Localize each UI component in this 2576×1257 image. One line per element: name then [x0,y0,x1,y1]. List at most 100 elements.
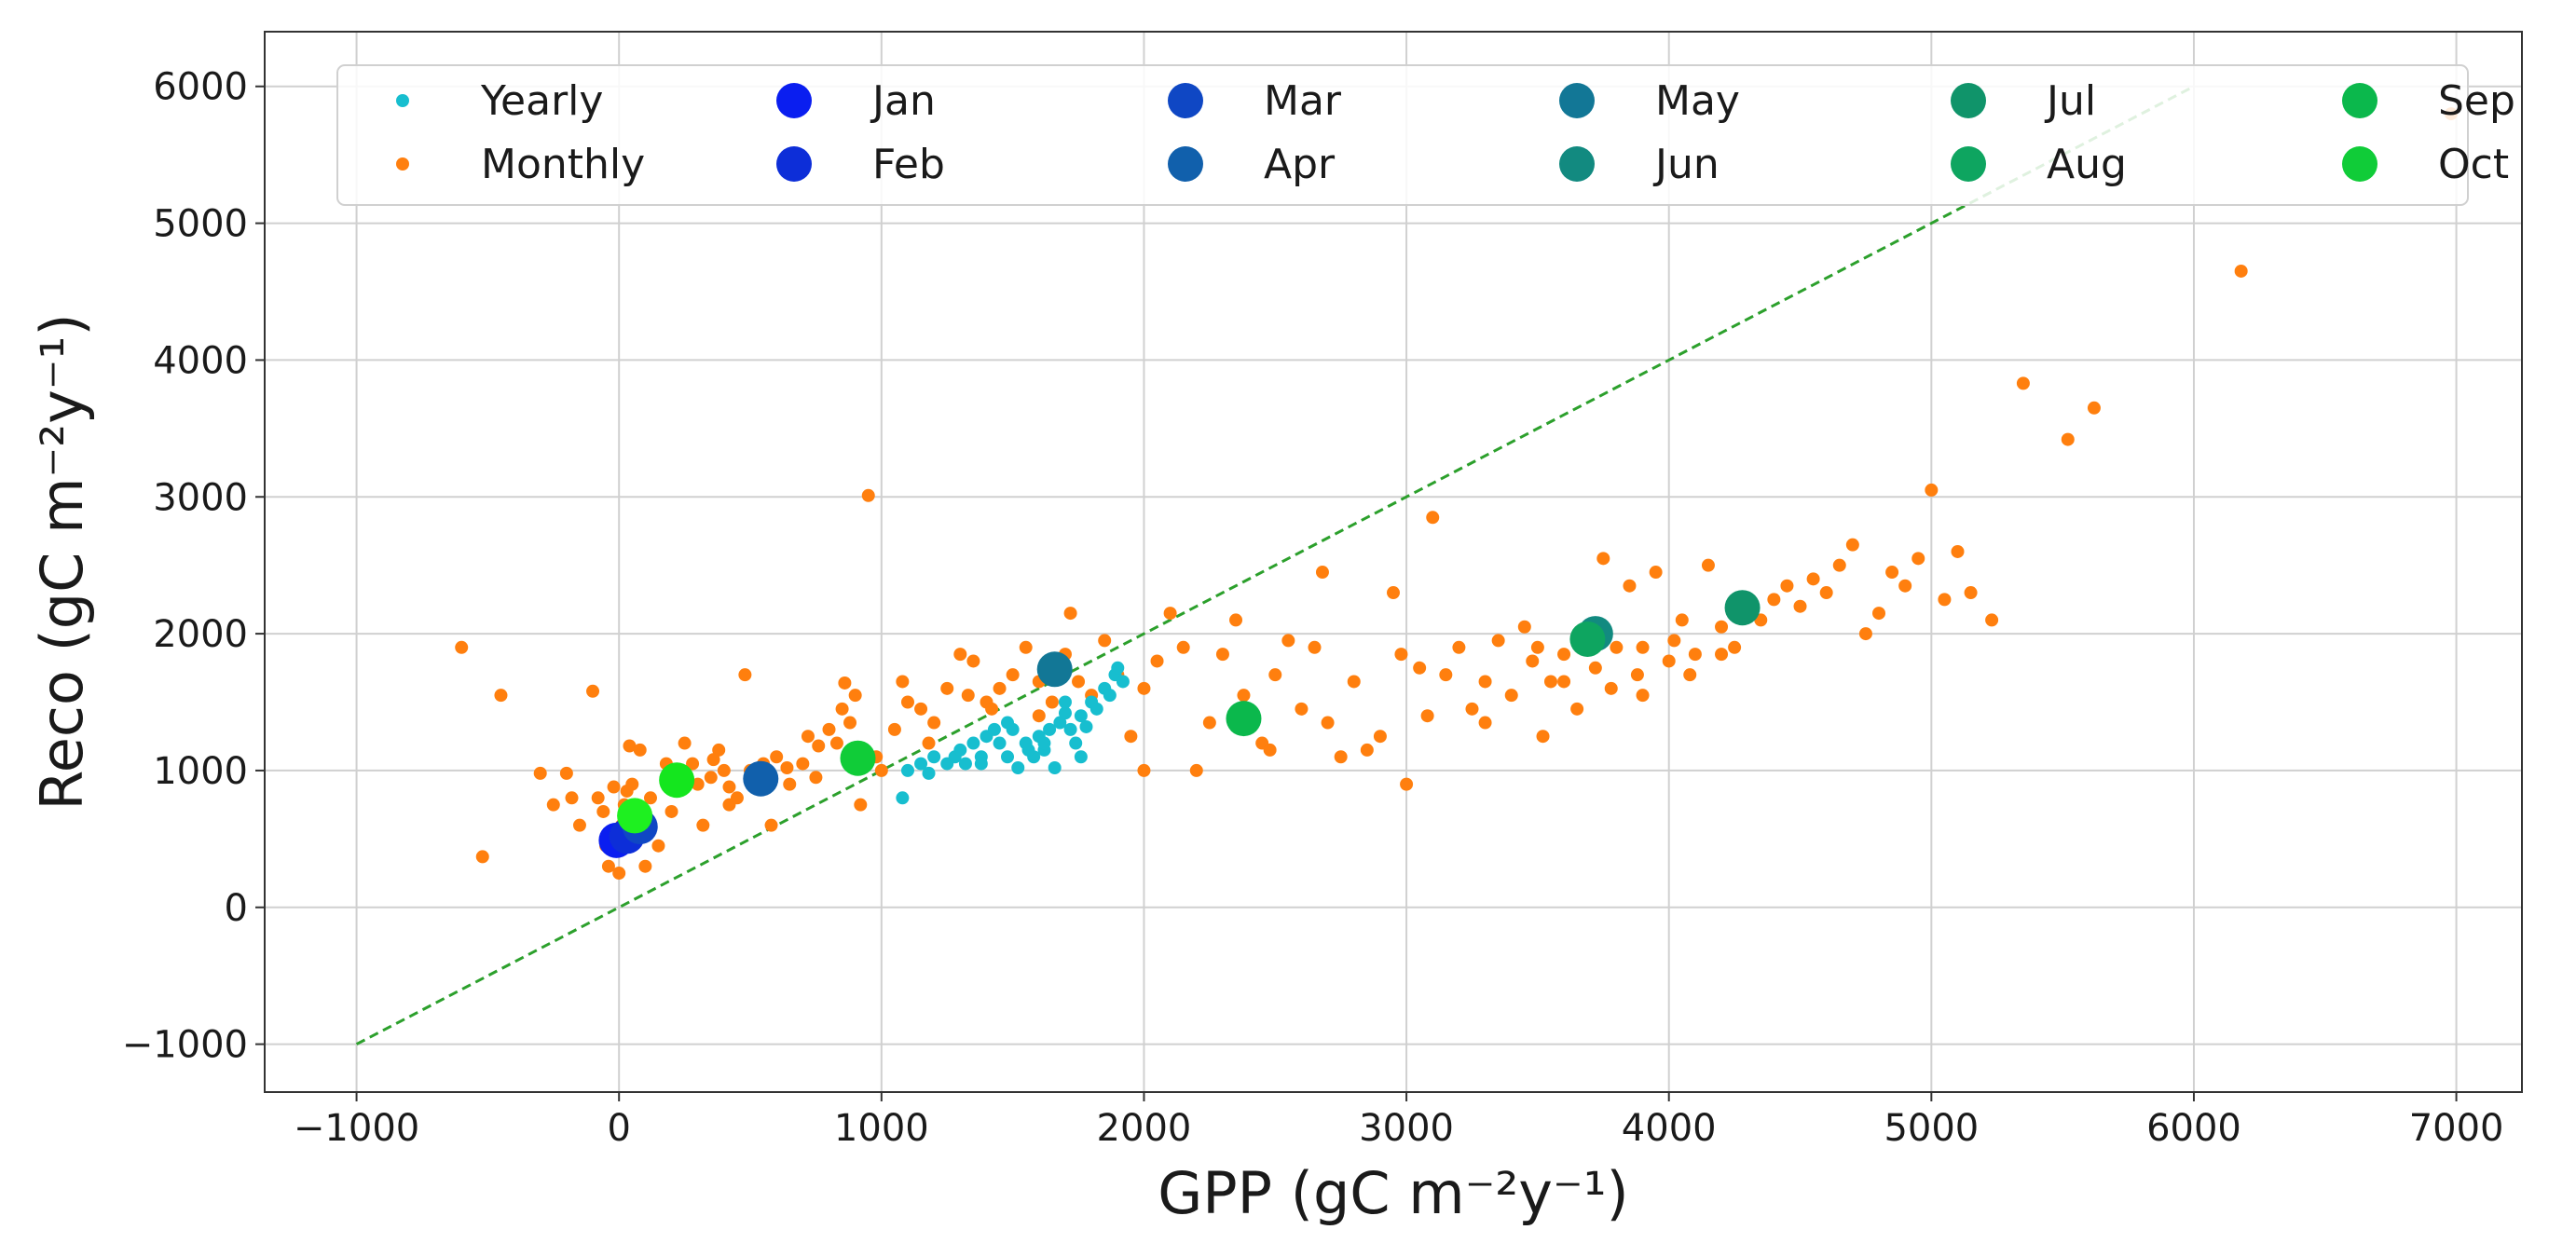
yearly-point [1074,750,1088,764]
monthly-point [1237,689,1251,703]
monthly-point [1426,511,1440,525]
monthly-point [1688,648,1702,662]
monthly-point [1536,730,1550,744]
monthly-point [854,798,868,812]
monthly-point [1604,681,1618,695]
monthly-point [1072,675,1086,689]
monthly-point [796,757,810,771]
monthly-point [1630,668,1644,682]
legend-box [336,64,2469,206]
monthly-point [1387,586,1400,600]
legend-marker-jul [1951,83,1986,118]
monthly-point [1006,668,1020,682]
monthly-point [596,804,610,818]
monthly-point [829,736,843,750]
monthly-point [914,702,928,716]
monthly-point [559,766,573,780]
legend-marker-may [1559,83,1595,118]
mean-point-apr [743,760,779,797]
monthly-point [455,640,469,654]
legend-marker-jun [1559,146,1595,182]
monthly-point [1504,689,1518,703]
monthly-point [643,791,657,805]
yearly-point [1103,689,1117,703]
monthly-point [1845,538,1859,552]
monthly-point [665,804,678,818]
monthly-point [896,675,910,689]
yearly-point [927,750,941,764]
legend-label-aug: Aug [2047,141,2127,188]
monthly-point [696,818,710,832]
legend-marker-monthly [396,157,409,171]
monthly-point [704,771,718,785]
monthly-point [1728,640,1742,654]
monthly-point [1413,661,1427,675]
axis-ticks: −1000 0 1000 2000 3000 4000 5000 6000 7000 −1000 0… [122,66,2504,1150]
x-tick-label: 1000 [834,1107,929,1150]
yearly-point [1074,709,1088,723]
monthly-point [1715,648,1729,662]
monthly-point [783,777,797,791]
yearly-point [900,763,914,777]
monthly-point [1478,675,1492,689]
monthly-point [993,681,1007,695]
monthly-point [843,716,857,730]
y-tick-label: 6000 [153,66,248,109]
monthly-point [770,750,784,764]
monthly-point [1872,607,1886,621]
monthly-point [1557,648,1571,662]
monthly-point [1806,572,1820,586]
monthly-point [874,763,888,777]
monthly-point [966,654,980,668]
monthly-point [838,676,852,690]
monthly-point [801,730,815,744]
monthly-point [1150,654,1164,668]
monthly-point [633,743,647,757]
monthly-point [1780,579,1794,593]
yearly-point [1063,722,1077,736]
monthly-point [1675,613,1689,627]
monthly-point [985,702,999,716]
x-tick-label: 7000 [2409,1107,2504,1150]
monthly-point [1491,634,1505,648]
monthly-point [1596,552,1610,566]
monthly-point [1063,607,1077,621]
monthly-point [1176,640,1190,654]
monthly-point [809,771,823,785]
legend-label-monthly: Monthly [481,141,645,188]
monthly-point [1137,681,1151,695]
monthly-point [1911,552,1925,566]
monthly-point [1570,702,1584,716]
mean-point-nov [659,762,695,799]
legend-label-jul: Jul [2044,77,2096,125]
monthly-point [1373,730,1387,744]
monthly-point [706,753,720,767]
yearly-point [1053,716,1067,730]
monthly-point [586,684,600,698]
monthly-point [1045,695,1059,709]
monthly-point [2061,432,2075,446]
monthly-point [922,736,936,750]
monthly-point [940,681,954,695]
monthly-point [1517,620,1531,634]
monthly-point [612,867,626,881]
monthly-point [717,763,731,777]
plot-frame [264,31,2523,1093]
yearly-point [896,791,910,805]
monthly-point [1636,640,1650,654]
monthly-point [533,766,547,780]
yearly-point [987,722,1001,736]
y-tick-label: 4000 [153,339,248,382]
legend: Yearly Monthly Jan Feb Mar Apr May Jun Jul Aug Sep… [336,64,2515,206]
monthly-point [1334,750,1348,764]
yearly-point [1079,719,1093,733]
monthly-point [730,791,744,805]
monthly-point [686,757,700,771]
monthly-point [1925,483,1939,497]
monthly-point [1189,763,1203,777]
monthly-point [651,839,665,853]
monthly-point [822,722,836,736]
legend-label-feb: Feb [872,141,945,188]
data-points [455,107,2458,881]
